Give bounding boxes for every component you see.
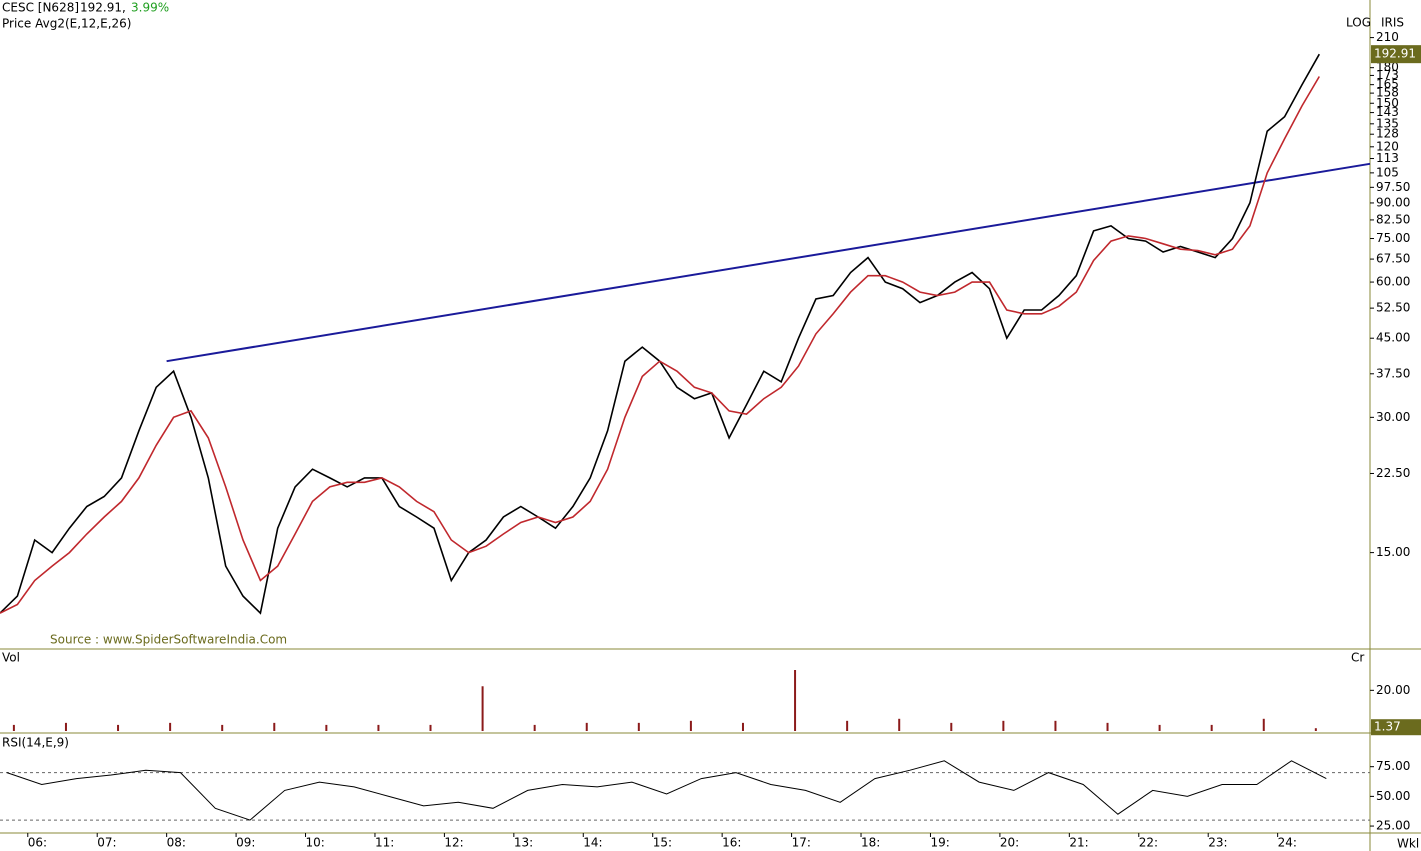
bar bbox=[1054, 720, 1057, 731]
line bbox=[166, 162, 1371, 363]
y-tick-label: 22.50 bbox=[1376, 466, 1410, 480]
bar bbox=[429, 724, 432, 731]
y-tick-label: 52.50 bbox=[1376, 301, 1410, 315]
scale-label: LOG bbox=[1346, 16, 1371, 30]
y-tick-label: 158 bbox=[1376, 86, 1399, 100]
x-tick-label: 21: bbox=[1069, 836, 1088, 850]
x-tick-label: 15: bbox=[653, 836, 672, 850]
bar bbox=[377, 724, 380, 731]
last-value-box bbox=[1371, 719, 1421, 736]
x-tick-label: 24: bbox=[1278, 836, 1297, 850]
y-tick-label: 15.00 bbox=[1376, 545, 1410, 559]
bar bbox=[325, 724, 328, 731]
y-tick-label: 60.00 bbox=[1376, 275, 1410, 289]
line bbox=[6, 760, 1327, 821]
x-tick-label: 19: bbox=[930, 836, 949, 850]
y-tick-label: 30.00 bbox=[1376, 410, 1410, 424]
panel-title: Vol bbox=[2, 651, 20, 665]
y-tick-label: 45.00 bbox=[1376, 331, 1410, 345]
bar bbox=[741, 722, 744, 731]
y-tick-label: 20.00 bbox=[1376, 683, 1410, 697]
y-tick-label: 135 bbox=[1376, 116, 1399, 130]
x-tick-label: 16: bbox=[722, 836, 741, 850]
last-value-box bbox=[1371, 45, 1421, 64]
y-tick-label: 105 bbox=[1376, 165, 1399, 179]
x-tick-label: 08: bbox=[167, 836, 186, 850]
y-tick-label: 75.00 bbox=[1376, 231, 1410, 245]
y-tick-label: 113 bbox=[1376, 151, 1399, 165]
bar bbox=[585, 722, 588, 731]
x-tick-label: 12: bbox=[444, 836, 463, 850]
y-tick-label: 67.50 bbox=[1376, 252, 1410, 266]
y-tick-label: 82.50 bbox=[1376, 212, 1410, 226]
bar bbox=[533, 724, 536, 731]
unit-label: Wkl bbox=[1397, 837, 1419, 851]
y-tick-label: 37.50 bbox=[1376, 366, 1410, 380]
bar bbox=[950, 722, 953, 731]
x-tick-label: 06: bbox=[28, 836, 47, 850]
bar bbox=[689, 720, 692, 731]
y-tick-label: 165 bbox=[1376, 77, 1399, 91]
subtitle: Price Avg2(E,12,E,26) bbox=[2, 17, 131, 31]
x-tick-label: 20: bbox=[1000, 836, 1019, 850]
y-tick-label: 25.00 bbox=[1376, 819, 1410, 833]
bar bbox=[117, 724, 120, 731]
quote: 192.91, bbox=[80, 1, 126, 15]
y-tick-label: 120 bbox=[1376, 139, 1399, 153]
bar bbox=[846, 720, 849, 731]
x-tick-label: 23: bbox=[1208, 836, 1227, 850]
corner-label: Cr bbox=[1351, 651, 1364, 665]
x-tick-label: 18: bbox=[861, 836, 880, 850]
last-value: 192.91 bbox=[1374, 47, 1416, 61]
x-tick-label: 14: bbox=[583, 836, 602, 850]
bar bbox=[221, 724, 224, 731]
line bbox=[0, 76, 1320, 614]
y-tick-label: 210 bbox=[1376, 30, 1399, 44]
bar bbox=[273, 722, 276, 731]
y-tick-label: 143 bbox=[1376, 105, 1399, 119]
x-tick-label: 22: bbox=[1139, 836, 1158, 850]
last-value: 1.37 bbox=[1374, 720, 1401, 734]
source: Source : www.SpiderSoftwareIndia.Com bbox=[50, 633, 287, 647]
ticker: CESC [N628] bbox=[2, 1, 79, 15]
bar bbox=[898, 718, 901, 731]
x-tick-label: 11: bbox=[375, 836, 394, 850]
y-tick-label: 128 bbox=[1376, 127, 1399, 141]
y-tick-label: 90.00 bbox=[1376, 195, 1410, 209]
bar bbox=[1002, 720, 1005, 731]
y-tick-label: 50.00 bbox=[1376, 789, 1410, 803]
x-tick-label: 07: bbox=[97, 836, 116, 850]
bar bbox=[637, 722, 640, 731]
bar bbox=[64, 722, 67, 731]
x-tick-label: 17: bbox=[792, 836, 811, 850]
feed-label: IRIS bbox=[1381, 16, 1404, 30]
bar bbox=[1210, 724, 1213, 731]
bar bbox=[481, 686, 484, 731]
change: 3.99% bbox=[131, 1, 169, 15]
bar bbox=[1262, 718, 1265, 731]
panel-title: RSI(14,E,9) bbox=[2, 736, 69, 750]
y-tick-label: 180 bbox=[1376, 60, 1399, 74]
bar bbox=[1106, 722, 1109, 731]
bar bbox=[12, 724, 15, 731]
y-tick-label: 173 bbox=[1376, 68, 1399, 82]
y-tick-label: 150 bbox=[1376, 96, 1399, 110]
x-tick-label: 13: bbox=[514, 836, 533, 850]
x-tick-label: 09: bbox=[236, 836, 255, 850]
bar bbox=[1158, 724, 1161, 731]
bar bbox=[794, 670, 797, 731]
y-tick-label: 97.50 bbox=[1376, 180, 1410, 194]
bar bbox=[1314, 728, 1317, 731]
bar bbox=[169, 722, 172, 731]
x-tick-label: 10: bbox=[306, 836, 325, 850]
y-tick-label: 75.00 bbox=[1376, 759, 1410, 773]
